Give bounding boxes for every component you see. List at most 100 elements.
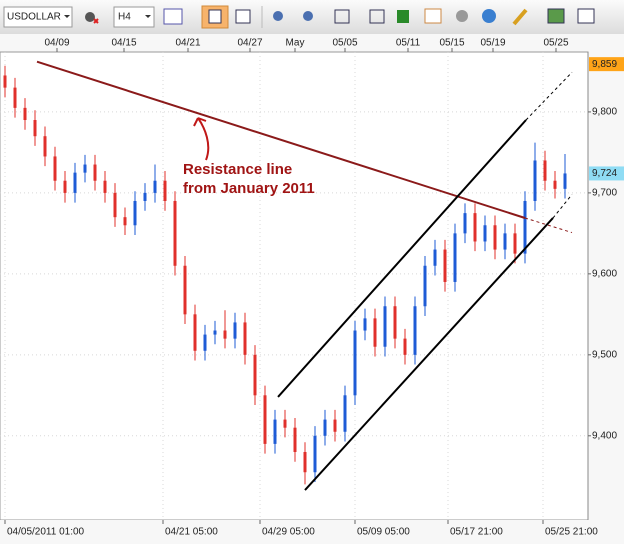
bar-icon[interactable] xyxy=(235,9,251,24)
candle-body xyxy=(353,330,357,396)
dropdown-arrow xyxy=(64,15,70,18)
candle-body xyxy=(453,233,457,282)
candle-body xyxy=(323,419,327,436)
refresh-icon[interactable] xyxy=(456,10,468,22)
price-marker-label: 9,859 xyxy=(592,59,617,70)
candle-icon xyxy=(208,9,222,24)
candle-body xyxy=(293,427,297,452)
bottom-date-axis xyxy=(0,520,624,544)
candle-body xyxy=(83,164,87,173)
candle-body xyxy=(203,334,207,351)
chart-type-icon[interactable] xyxy=(163,8,183,25)
timeframe-dropdown[interactable] xyxy=(113,6,155,28)
candle-body xyxy=(463,213,467,234)
dropdown-arrow xyxy=(145,15,151,18)
candle-body xyxy=(43,136,47,157)
annotation-arrow xyxy=(193,117,210,161)
candle-body xyxy=(383,306,387,347)
x-tick-label: 04/29 05:00 xyxy=(262,527,315,538)
candle-body xyxy=(223,330,227,339)
x-tick-label: 04/21 xyxy=(175,38,200,49)
y-tick-label: 9,800 xyxy=(592,107,617,118)
candle-body xyxy=(213,330,217,335)
globe-icon[interactable] xyxy=(482,9,496,23)
candle-body xyxy=(393,306,397,339)
candle-body xyxy=(193,314,197,351)
zoom-in-icon[interactable] xyxy=(273,11,283,21)
annotation: from January 2011 xyxy=(183,180,315,197)
y-tick-label: 9,400 xyxy=(592,430,617,441)
x-tick-label: 05/09 05:00 xyxy=(357,527,410,538)
candle-body xyxy=(533,160,537,201)
image-icon[interactable] xyxy=(547,8,565,24)
print-icon[interactable] xyxy=(577,8,595,24)
compare-x xyxy=(93,18,99,24)
x-tick-label: 05/25 xyxy=(543,38,568,49)
annotation: Resistance line xyxy=(183,161,292,178)
candle-body xyxy=(373,318,377,347)
candle-body xyxy=(563,173,567,189)
candle-body xyxy=(503,233,507,250)
x-tick-label: 04/27 xyxy=(237,38,262,49)
x-tick-label: 04/09 xyxy=(44,38,69,49)
candle-body xyxy=(523,200,527,254)
x-tick-label: 05/05 xyxy=(332,38,357,49)
candle-body xyxy=(233,322,237,339)
trendline xyxy=(304,217,554,491)
candle-body xyxy=(423,265,427,307)
candle-body xyxy=(253,354,257,396)
price-marker xyxy=(589,57,624,72)
x-tick-label: 05/19 xyxy=(480,38,505,49)
trendline-extension xyxy=(525,71,573,121)
candle-body xyxy=(473,213,477,242)
candle-body xyxy=(173,200,177,266)
timeframe-text: H4 xyxy=(118,12,131,23)
x-tick-label: 04/15 xyxy=(111,38,136,49)
candle-body xyxy=(543,160,547,181)
candle-body xyxy=(63,180,67,193)
zoom-out-icon[interactable] xyxy=(303,11,313,21)
indicator-icon[interactable] xyxy=(397,10,409,23)
candle-body xyxy=(23,107,27,121)
candle-body xyxy=(403,338,407,355)
candle-body xyxy=(163,180,167,201)
candle-body xyxy=(433,249,437,266)
y-tick-label: 9,600 xyxy=(592,268,617,279)
candle-body xyxy=(3,75,7,88)
candle-body xyxy=(123,217,127,226)
trendline xyxy=(277,119,527,398)
candle-body xyxy=(343,395,347,432)
price-marker xyxy=(589,166,624,181)
candle-body xyxy=(283,419,287,428)
candle-body xyxy=(53,156,57,181)
candle-body xyxy=(493,225,497,250)
zoom-fit-icon[interactable] xyxy=(334,9,350,24)
candle-body xyxy=(103,180,107,193)
candle-body xyxy=(133,200,137,226)
y-tick-label: 9,500 xyxy=(592,349,617,360)
range-icon[interactable] xyxy=(369,9,385,24)
candle-body xyxy=(243,322,247,355)
trendline-extension xyxy=(552,194,573,219)
x-tick-label: 05/15 xyxy=(439,38,464,49)
x-tick-label: 04/21 05:00 xyxy=(165,527,218,538)
candle-body xyxy=(553,180,557,189)
x-tick-label: 05/11 xyxy=(396,38,421,49)
candle-body xyxy=(183,265,187,315)
ruler-icon[interactable] xyxy=(512,8,528,26)
candle-body xyxy=(73,172,77,193)
symbol-dropdown[interactable] xyxy=(3,6,73,28)
compare-icon[interactable] xyxy=(85,12,95,22)
candle-body xyxy=(143,192,147,201)
candle-body xyxy=(363,318,367,331)
x-tick-label: 05/17 21:00 xyxy=(450,527,503,538)
candle-body xyxy=(413,306,417,355)
symbol-text: USDOLLAR xyxy=(7,12,61,23)
template-icon[interactable] xyxy=(424,8,442,24)
top-date-axis xyxy=(0,34,624,52)
x-tick-label: 04/05/2011 01:00 xyxy=(7,527,85,538)
candle-body xyxy=(33,120,37,137)
price-marker-label: 9,724 xyxy=(592,168,617,179)
